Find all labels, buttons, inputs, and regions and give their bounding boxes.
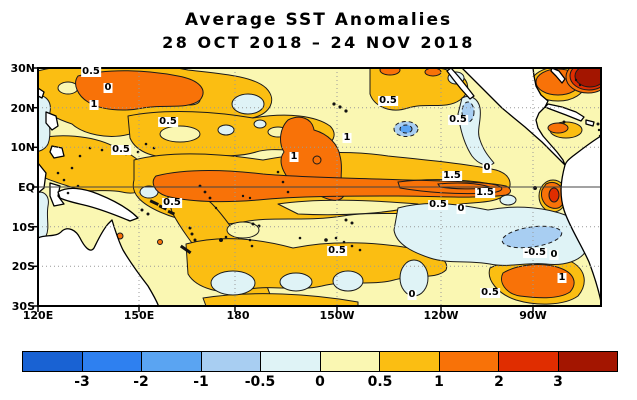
axis-ticks — [32, 67, 534, 312]
colorbar-tick: -0.5 — [244, 374, 276, 390]
contour-label: 1 — [342, 132, 352, 143]
land-borneo — [38, 162, 47, 194]
contour-label: 0.5 — [378, 95, 398, 106]
land-hispaniola — [585, 119, 595, 127]
x-tick-120w: 120W — [423, 309, 459, 322]
contour-label: 0.5 — [327, 245, 347, 256]
colorbar-tick: -3 — [74, 374, 90, 390]
colorbar-segment — [23, 352, 82, 371]
colorbar-segment — [260, 352, 320, 371]
land-australia — [38, 219, 160, 306]
contour-label: 1 — [557, 272, 567, 283]
x-tick-90w: 90W — [519, 309, 547, 322]
contour-label: 1 — [89, 99, 99, 110]
contour-label: 0.5 — [158, 116, 178, 127]
contour-label: 0 — [103, 82, 113, 93]
x-tick-150w: 150W — [319, 309, 355, 322]
colorbar-tick: -1 — [193, 374, 209, 390]
y-tick-30n: 30N — [10, 62, 35, 75]
y-tick-10s: 10S — [11, 221, 35, 234]
contour-label: 0.5 — [81, 66, 101, 77]
land-taiwan — [38, 87, 45, 99]
colorbar-segment — [200, 352, 260, 371]
contour-label: 0.5 — [480, 287, 500, 298]
colorbar-tick: 0 — [315, 374, 325, 390]
y-tick-20s: 20S — [11, 260, 35, 273]
contour-label: 0.5 — [428, 199, 448, 210]
contour-label: 1.5 — [442, 170, 462, 181]
colorbar-segment — [141, 352, 201, 371]
land-sulawesi — [49, 182, 65, 207]
y-tick-30s: 30S — [11, 300, 35, 313]
land-luzon — [45, 111, 59, 131]
x-tick-120e: 120E — [22, 309, 54, 322]
land-new-guinea — [57, 187, 139, 222]
colorbar-tick: -2 — [133, 374, 149, 390]
contour-label: 1 — [289, 151, 299, 162]
land-north-america — [461, 68, 566, 166]
y-tick-10n: 10N — [10, 141, 35, 154]
y-tick-eq: EQ — [18, 181, 35, 194]
contour-label: 0 — [549, 249, 559, 260]
colorbar-segment — [319, 352, 379, 371]
contour-label: 0.5 — [111, 144, 131, 155]
land-florida — [550, 68, 566, 84]
land-south-america — [560, 135, 601, 306]
contour-label: -0.5 — [523, 247, 547, 258]
contour-label: 1.5 — [475, 187, 495, 198]
colorbar-tick: 2 — [494, 374, 504, 390]
contour-label: 0 — [482, 162, 492, 173]
chart-title: Average SST Anomalies — [184, 10, 453, 30]
field-medium-blue-core — [399, 124, 413, 134]
y-tick-20n: 20N — [10, 102, 35, 115]
contour-label: 0.5 — [448, 114, 468, 125]
colorbar — [22, 351, 618, 372]
colorbar-segment — [379, 352, 439, 371]
landmasses — [38, 68, 601, 306]
colorbar-segment — [81, 352, 141, 371]
land-mindanao — [49, 145, 65, 159]
x-tick-150e: 150E — [123, 309, 155, 322]
pacific-sst-map — [32, 67, 602, 312]
contour-label: 0 — [407, 289, 417, 300]
colorbar-tick: 1 — [434, 374, 444, 390]
chart-date-range: 28 OCT 2018 – 24 NOV 2018 — [162, 33, 475, 52]
contour-label: 0.5 — [162, 197, 182, 208]
land-baja-california — [446, 68, 475, 100]
x-tick-180: 180 — [226, 309, 250, 322]
contour-label: 0 — [456, 203, 466, 214]
colorbar-tick: 0.5 — [367, 374, 393, 390]
colorbar-segment — [557, 352, 617, 371]
field-red-regions — [548, 68, 601, 203]
colorbar-segment — [498, 352, 558, 371]
colorbar-segment — [438, 352, 498, 371]
colorbar-tick: 3 — [553, 374, 563, 390]
graticule — [38, 68, 601, 306]
